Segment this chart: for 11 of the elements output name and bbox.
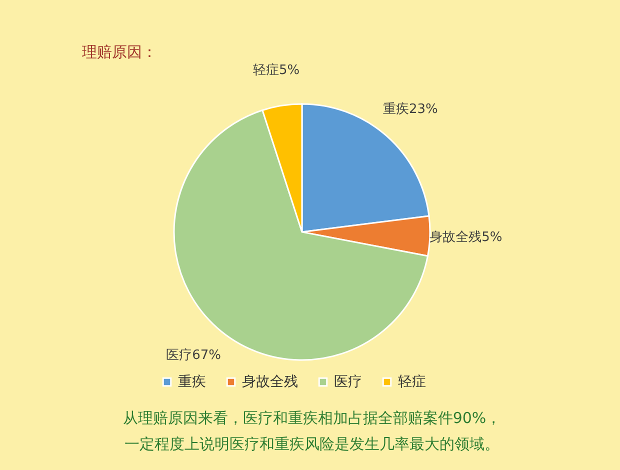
text: 从理赔原因来看，医疗和重疾相加占据全部赔案件90%， bbox=[122, 409, 502, 427]
legend-label: 医疗 bbox=[334, 374, 362, 390]
legend-label: 重疾 bbox=[178, 374, 206, 390]
chart-title: 理赔原因： bbox=[82, 43, 157, 61]
legend-label: 身故全残 bbox=[242, 374, 298, 390]
legend-label: 轻症 bbox=[398, 374, 426, 390]
data-label: 医疗67% bbox=[166, 348, 221, 364]
data-label: 轻症5% bbox=[253, 63, 300, 78]
data-label: 身故全残5% bbox=[430, 230, 502, 246]
data-label: 重疾23% bbox=[383, 102, 438, 117]
text: 一定程度上说明医疗和重疾风险是发生几率最大的领域。 bbox=[124, 435, 500, 453]
